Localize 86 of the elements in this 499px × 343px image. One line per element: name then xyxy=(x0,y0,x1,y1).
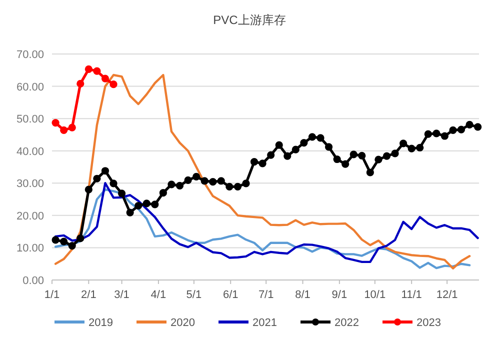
point xyxy=(284,152,292,160)
point xyxy=(52,236,60,244)
point xyxy=(342,160,350,168)
point xyxy=(324,143,333,151)
point xyxy=(101,167,110,175)
point xyxy=(101,74,110,82)
point xyxy=(308,133,316,141)
point xyxy=(84,186,92,194)
y-tick-label: 10.00 xyxy=(16,242,44,255)
chart-title: PVC上游库存 xyxy=(213,13,286,27)
point xyxy=(76,234,84,242)
point xyxy=(366,168,374,176)
point xyxy=(60,238,68,246)
point xyxy=(168,180,176,188)
point xyxy=(200,177,208,185)
x-tick-label: 5/1 xyxy=(186,289,202,301)
x-tick-label: 3/1 xyxy=(114,289,130,301)
x-tick-label: 8/1 xyxy=(295,289,310,301)
point xyxy=(258,160,266,168)
point xyxy=(234,182,242,190)
point xyxy=(466,120,474,129)
point xyxy=(84,65,92,73)
x-tick-label: 12/1 xyxy=(436,289,458,301)
point xyxy=(440,132,448,140)
y-tick-label: 40.00 xyxy=(16,146,44,158)
point xyxy=(292,146,300,154)
point xyxy=(134,202,142,210)
point xyxy=(110,180,118,188)
point xyxy=(267,151,275,159)
legend-label: 2023 xyxy=(416,317,441,329)
x-tick-label: 6/1 xyxy=(222,289,238,301)
point xyxy=(68,242,76,250)
point xyxy=(275,141,283,149)
point xyxy=(358,152,366,160)
point xyxy=(416,144,424,152)
point xyxy=(151,200,159,208)
point xyxy=(68,124,76,132)
point xyxy=(217,177,225,185)
legend-label: 2022 xyxy=(334,317,359,329)
point xyxy=(300,138,308,147)
point xyxy=(333,155,341,164)
y-tick-label: 20.00 xyxy=(16,210,44,222)
y-tick-label: 60.00 xyxy=(16,81,44,94)
point xyxy=(432,130,440,138)
point xyxy=(192,172,200,180)
point xyxy=(176,182,184,190)
point xyxy=(226,182,234,190)
legend-label: 2021 xyxy=(252,317,277,329)
point xyxy=(76,80,84,88)
point xyxy=(400,140,408,148)
x-tick-label: 7/1 xyxy=(258,289,274,301)
point xyxy=(159,189,167,197)
point xyxy=(449,126,457,134)
y-tick-label: 50.00 xyxy=(16,114,44,126)
y-tick-label: 70.00 xyxy=(16,49,44,61)
point xyxy=(209,178,217,186)
point xyxy=(250,158,258,166)
point xyxy=(316,134,324,142)
point xyxy=(118,190,126,198)
point xyxy=(93,67,101,75)
x-tick-label: 11/1 xyxy=(401,289,422,301)
legend-label: 2019 xyxy=(88,317,113,329)
point xyxy=(350,150,358,158)
point xyxy=(60,126,68,134)
x-tick-label: 2/1 xyxy=(81,289,96,301)
x-tick-label: 1/1 xyxy=(44,289,60,301)
y-tick-label: 30.00 xyxy=(16,178,44,190)
y-tick-label: 0.00 xyxy=(22,275,44,287)
point xyxy=(382,152,391,160)
point xyxy=(184,176,192,184)
point xyxy=(374,156,382,164)
point xyxy=(242,180,250,188)
x-tick-label: 9/1 xyxy=(332,289,348,301)
point xyxy=(93,174,101,182)
point xyxy=(142,200,150,208)
point xyxy=(110,80,118,88)
point xyxy=(424,130,432,138)
point xyxy=(391,150,399,158)
legend-label: 2020 xyxy=(170,317,195,329)
x-tick-label: 4/1 xyxy=(150,289,166,301)
point xyxy=(408,144,416,152)
point xyxy=(52,118,60,127)
point xyxy=(474,123,482,131)
x-tick-label: 10/1 xyxy=(364,289,386,301)
point xyxy=(457,126,466,134)
point xyxy=(126,208,134,216)
